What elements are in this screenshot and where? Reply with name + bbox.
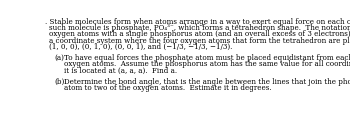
Text: such molecule is phosphate, PO₄³⁻, which forms a tetrahedron shape.  The notatio: such molecule is phosphate, PO₄³⁻, which…	[49, 24, 350, 32]
Text: To have equal forces the phosphate atom must be placed equidistant from each of : To have equal forces the phosphate atom …	[64, 54, 350, 61]
Text: atom to two of the oxygen atoms.  Estimate it in degrees.: atom to two of the oxygen atoms. Estimat…	[64, 83, 272, 91]
Text: . Stable molecules form when atoms arrange in a way to exert equal force on each: . Stable molecules form when atoms arran…	[45, 18, 350, 25]
Text: (a): (a)	[54, 54, 64, 61]
Text: Determine the bond angle, that is the angle between the lines that join the phos: Determine the bond angle, that is the an…	[64, 77, 350, 85]
Text: (1, 0, 0), (0, 1, 0), (0, 0, 1), and (−1/3, −1/3, −1/3).: (1, 0, 0), (0, 1, 0), (0, 0, 1), and (−1…	[49, 42, 232, 51]
Text: a coordinate system where the four oxygen atoms that form the tetrahedron are pl: a coordinate system where the four oxyge…	[49, 36, 350, 44]
Text: oxygen atoms with a single phosphorus atom (and an overall excess of 3 electrons: oxygen atoms with a single phosphorus at…	[49, 30, 350, 38]
Text: (b): (b)	[54, 77, 64, 85]
Text: oxygen atoms.  Assume the phosphorus atom has the same value for all coordinates: oxygen atoms. Assume the phosphorus atom…	[64, 60, 350, 68]
Text: it is located at (a, a, a).  Find a.: it is located at (a, a, a). Find a.	[64, 66, 177, 74]
